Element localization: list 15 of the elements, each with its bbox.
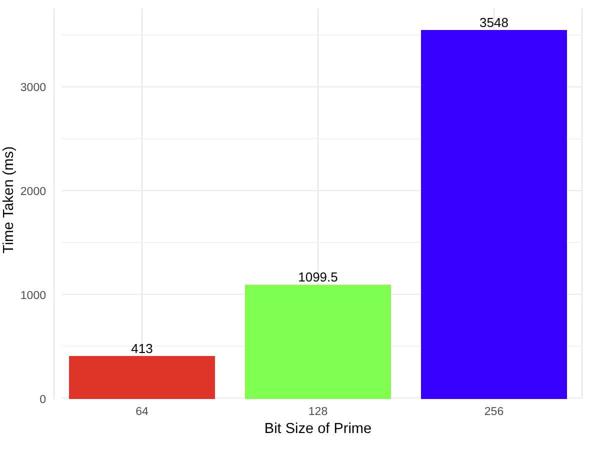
y-tick-label: 3000 [20, 82, 46, 94]
x-tick-label: 128 [308, 406, 328, 418]
data-label: 1099.5 [298, 270, 338, 285]
bar [245, 284, 391, 399]
y-axis-title: Time Taken (ms) [1, 146, 18, 254]
y-tick-label: 1000 [20, 290, 46, 302]
data-label: 3548 [480, 15, 508, 30]
bar [421, 30, 567, 399]
x-tick-label: 64 [136, 406, 149, 418]
y-tick-label: 0 [40, 394, 46, 406]
data-label: 413 [131, 341, 153, 356]
x-axis-title: Bit Size of Prime [264, 421, 372, 437]
y-tick-label: 2000 [20, 186, 46, 198]
x-tick-label: 256 [484, 406, 504, 418]
bar [69, 356, 215, 399]
